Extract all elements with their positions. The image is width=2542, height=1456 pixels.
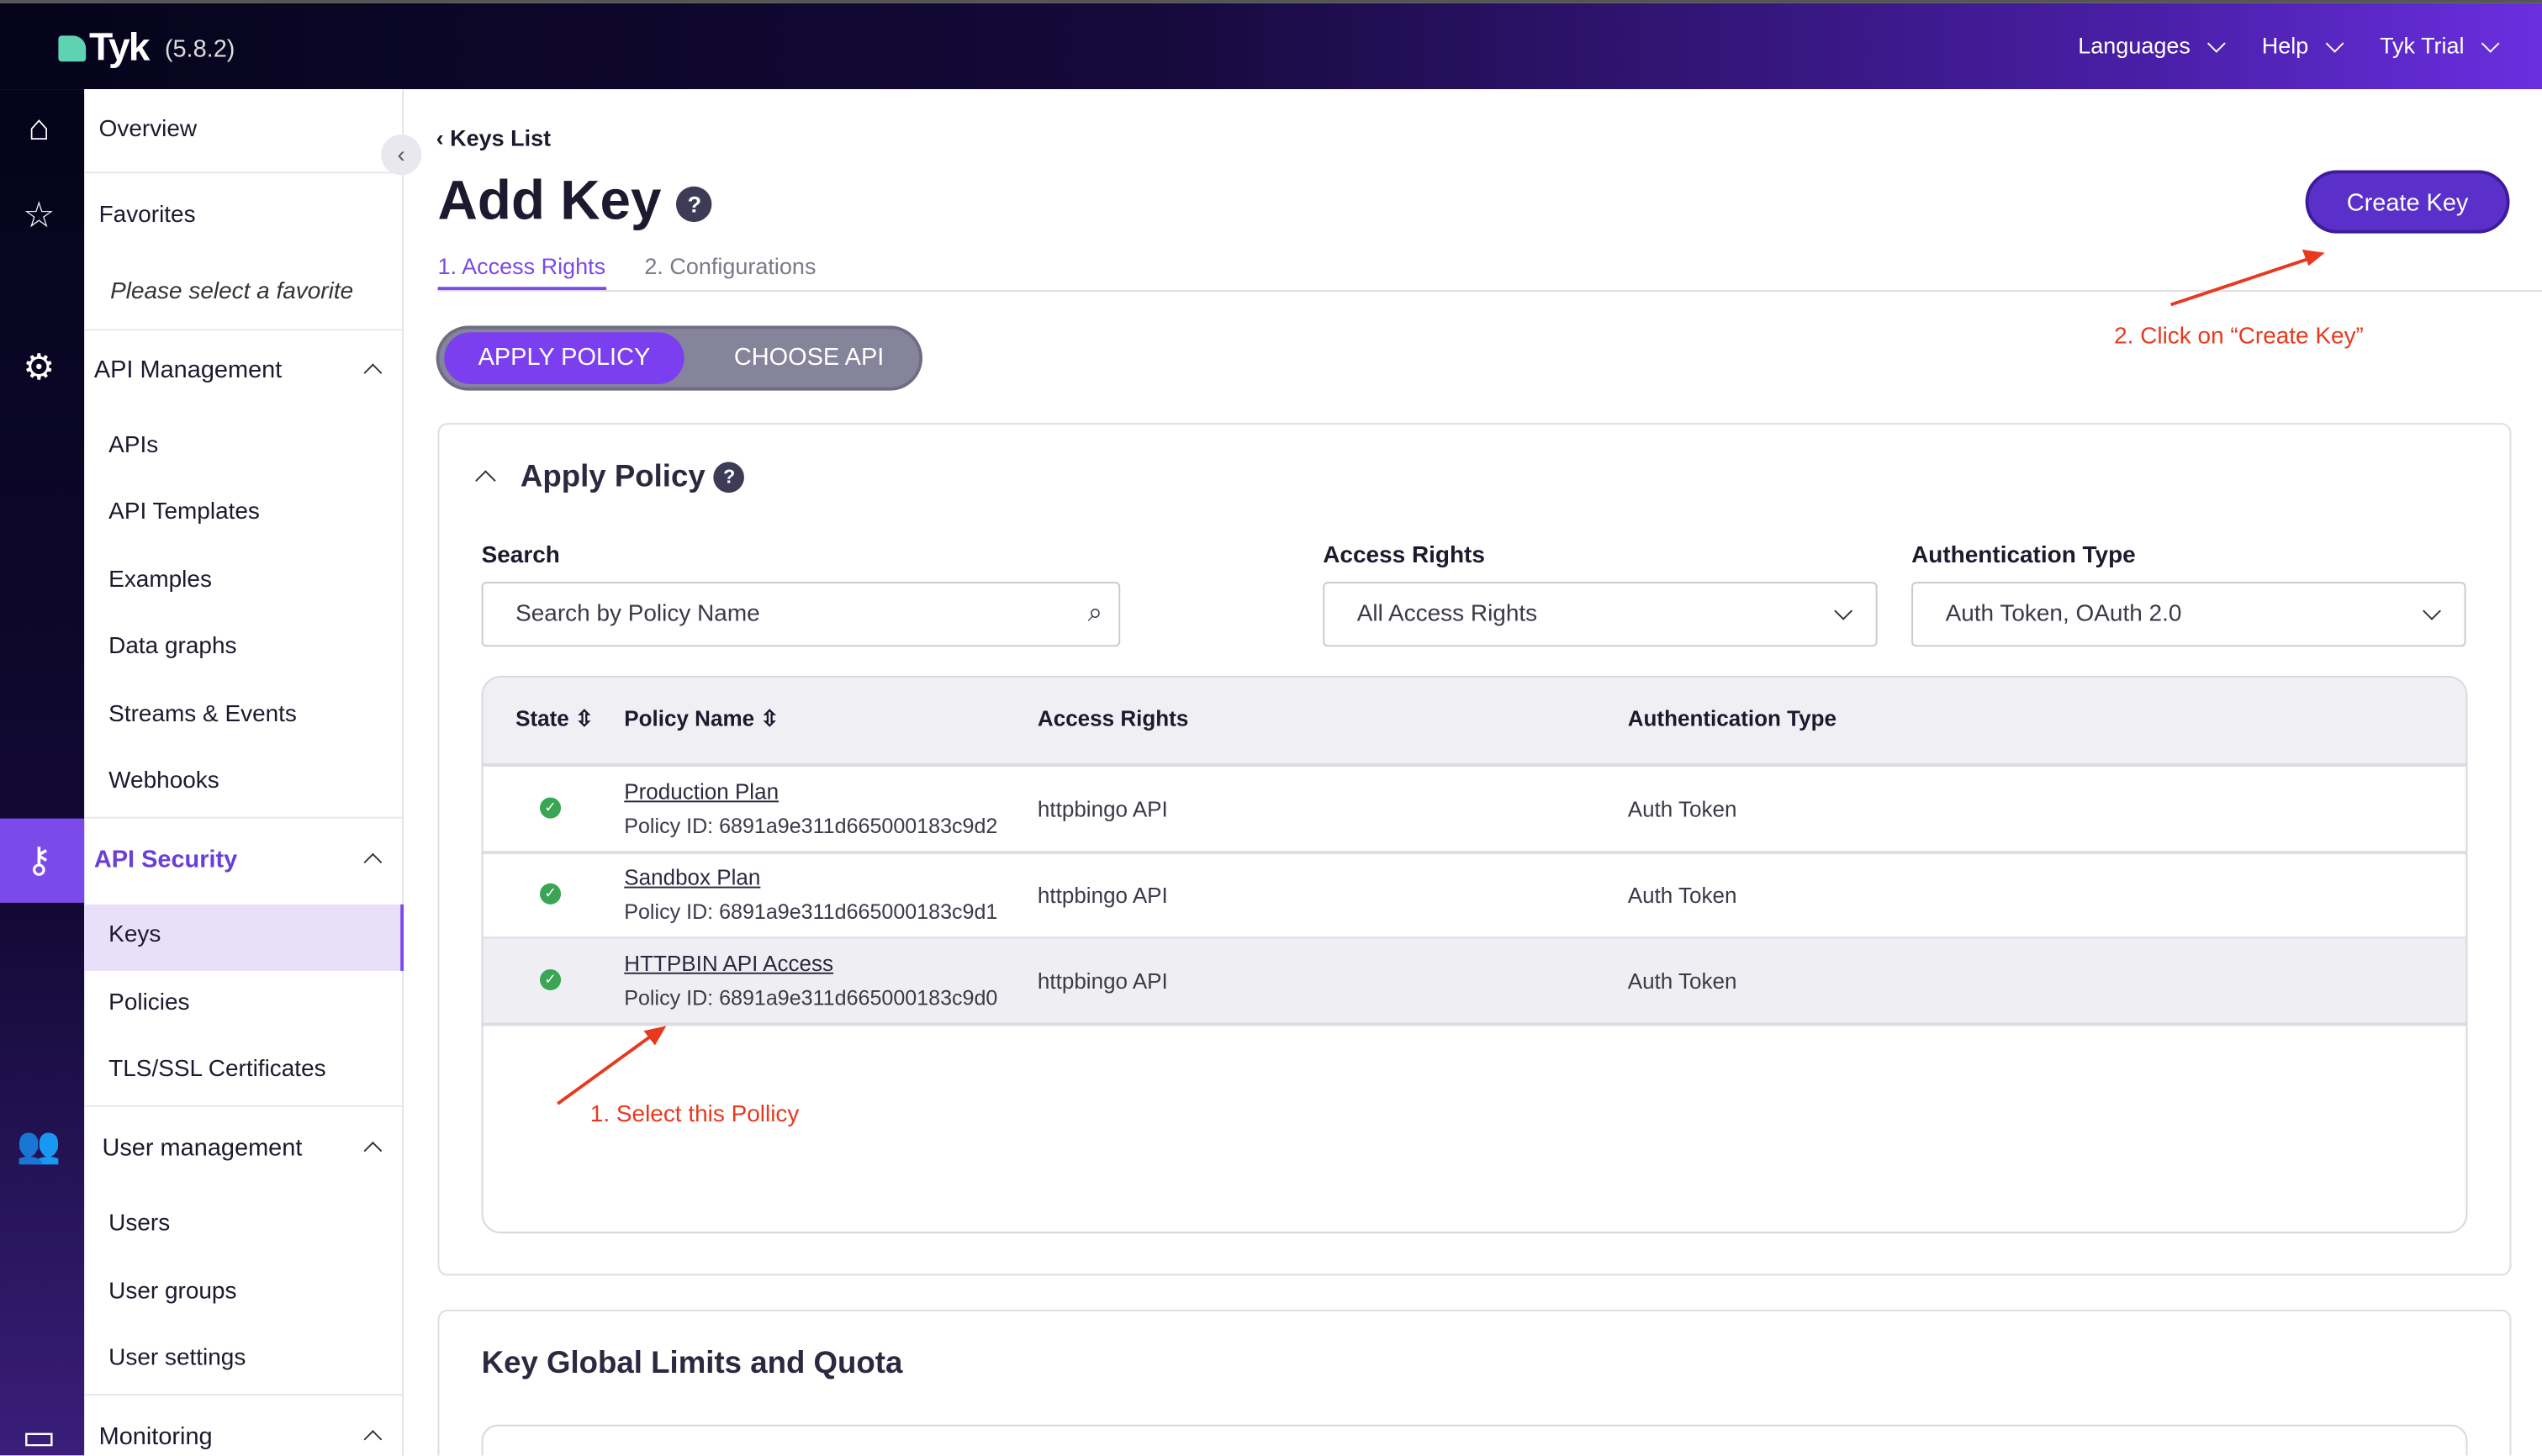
rail-active-highlight bbox=[0, 818, 85, 903]
page-title: Add Key ? bbox=[438, 170, 713, 233]
help-menu[interactable]: Help bbox=[2262, 33, 2344, 58]
sidebar-item-apis[interactable]: APIs bbox=[108, 432, 159, 459]
sidebar-item-webhooks[interactable]: Webhooks bbox=[108, 768, 219, 794]
search-icon: ⌕ bbox=[1087, 599, 1103, 628]
policy-name-link[interactable]: HTTPBIN API Access bbox=[624, 951, 834, 976]
check-circle-icon: ✓ bbox=[540, 968, 562, 991]
sidebar-item-api-templates[interactable]: API Templates bbox=[108, 499, 260, 525]
policies-table: State ⇳ Policy Name ⇳ Access Rights Auth… bbox=[481, 675, 2468, 1234]
check-circle-icon: ✓ bbox=[540, 883, 562, 905]
chevron-down-icon bbox=[2423, 601, 2441, 620]
access-rights-label: Access Rights bbox=[1323, 542, 1485, 569]
api-gear-icon[interactable]: ⚙ bbox=[23, 346, 55, 388]
col-policy-name[interactable]: Policy Name ⇳ bbox=[624, 706, 780, 731]
apply-policy-card: Apply Policy ? Search Search by Policy N… bbox=[437, 423, 2512, 1276]
sidebar-item-overview[interactable]: Overview bbox=[98, 116, 198, 143]
users-icon[interactable]: 👥 bbox=[16, 1125, 61, 1166]
sidebar-item-favorites[interactable]: Favorites bbox=[98, 203, 196, 229]
access-rights-select[interactable]: All Access Rights bbox=[1323, 582, 1878, 647]
tab-access-rights[interactable]: 1. Access Rights bbox=[437, 253, 606, 291]
sidebar-section-user-management[interactable]: User management bbox=[102, 1134, 303, 1163]
sidebar-section-api-security[interactable]: API Security bbox=[93, 846, 238, 874]
monitoring-icon[interactable]: ▭ bbox=[22, 1416, 56, 1456]
chevron-up-icon[interactable] bbox=[475, 470, 496, 491]
home-icon[interactable]: ⌂ bbox=[28, 107, 50, 148]
chevron-down-icon bbox=[2325, 34, 2344, 53]
sidebar-item-user-groups[interactable]: User groups bbox=[108, 1279, 237, 1306]
annotation-step-1: 1. Select this Pollicy bbox=[589, 1102, 800, 1128]
leaf-icon bbox=[58, 35, 87, 62]
key-limits-title: Key Global Limits and Quota bbox=[481, 1347, 903, 1381]
account-menu[interactable]: Tyk Trial bbox=[2380, 33, 2500, 58]
create-key-button[interactable]: Create Key bbox=[2305, 170, 2510, 234]
chevron-up-icon bbox=[363, 852, 383, 872]
check-circle-icon: ✓ bbox=[540, 797, 562, 819]
sidebar-item-keys-active bbox=[84, 904, 404, 971]
sidebar-section-monitoring[interactable]: Monitoring bbox=[98, 1422, 213, 1451]
version: (5.8.2) bbox=[164, 34, 235, 63]
breadcrumb-keys-list[interactable]: ‹ Keys List bbox=[436, 124, 552, 151]
sidebar-item-examples[interactable]: Examples bbox=[108, 567, 212, 593]
table-row[interactable]: ✓ Production Plan Policy ID: 6891a9e311d66… bbox=[483, 767, 2466, 855]
annotation-step-2: 2. Click on “Create Key” bbox=[2114, 324, 2364, 351]
apply-policy-title: Apply Policy ? bbox=[521, 461, 745, 496]
tyk-logo[interactable]: Tyk (5.8.2) bbox=[58, 26, 235, 71]
tab-configurations[interactable]: 2. Configurations bbox=[644, 252, 817, 279]
favorites-empty: Please select a favorite bbox=[110, 278, 354, 305]
chevron-down-icon bbox=[2207, 34, 2226, 53]
apply-policy-toggle[interactable]: APPLY POLICY bbox=[444, 332, 684, 384]
languages-menu[interactable]: Languages bbox=[2078, 33, 2226, 58]
sidebar-item-certificates[interactable]: TLS/SSL Certificates bbox=[108, 1057, 326, 1083]
chevron-up-icon bbox=[363, 363, 383, 382]
col-state[interactable]: State ⇳ bbox=[515, 706, 594, 731]
chevron-up-icon bbox=[363, 1141, 383, 1160]
col-auth-type: Authentication Type bbox=[1627, 706, 1836, 731]
top-bar: Tyk (5.8.2) Languages Help Tyk Trial bbox=[0, 0, 2542, 90]
annotation-arrow-1 bbox=[557, 1026, 667, 1105]
sidebar-item-data-graphs[interactable]: Data graphs bbox=[108, 633, 237, 660]
main-content: ‹ Keys List Add Key ? 1. Access Rights 2… bbox=[404, 89, 2542, 1456]
auth-type-select[interactable]: Auth Token, OAuth 2.0 bbox=[1911, 582, 2466, 647]
table-row[interactable]: ✓ Sandbox Plan Policy ID: 6891a9e311d66500… bbox=[483, 852, 2466, 941]
choose-api-toggle[interactable]: CHOOSE API bbox=[733, 343, 885, 372]
help-icon[interactable]: ? bbox=[713, 462, 745, 494]
auth-type-label: Authentication Type bbox=[1911, 542, 2136, 569]
policy-name-link[interactable]: Sandbox Plan bbox=[624, 865, 761, 890]
policy-name-link[interactable]: Production Plan bbox=[624, 779, 780, 804]
sidebar-section-api-management[interactable]: API Management bbox=[93, 356, 283, 384]
policy-api-toggle: APPLY POLICY CHOOSE API bbox=[436, 325, 923, 391]
collapse-sidebar-button[interactable]: ‹ bbox=[381, 135, 422, 176]
chevron-down-icon bbox=[2481, 34, 2500, 53]
sidebar-item-users[interactable]: Users bbox=[108, 1211, 171, 1237]
sidebar-item-user-settings[interactable]: User settings bbox=[108, 1345, 246, 1372]
icon-rail: ⌂ ☆ ⚙ ⚷ 👥 ▭ bbox=[0, 89, 85, 1456]
chevron-down-icon bbox=[1834, 601, 1853, 620]
help-icon[interactable]: ? bbox=[676, 186, 713, 223]
chevron-up-icon bbox=[363, 1430, 383, 1448]
sidebar-item-policies[interactable]: Policies bbox=[108, 990, 190, 1016]
annotation-arrow-2 bbox=[2169, 249, 2325, 307]
table-row[interactable]: ✓ HTTPBIN API Access Policy ID: 6891a9e311… bbox=[483, 938, 2466, 1026]
key-limits-card: Key Global Limits and Quota bbox=[437, 1309, 2512, 1456]
search-input[interactable]: Search by Policy Name ⌕ bbox=[481, 582, 1121, 647]
star-icon[interactable]: ☆ bbox=[23, 194, 55, 235]
sidebar-item-streams-events[interactable]: Streams & Events bbox=[108, 701, 297, 728]
sidebar-item-keys[interactable]: Keys bbox=[108, 922, 161, 948]
key-icon[interactable]: ⚷ bbox=[25, 839, 52, 880]
search-label: Search bbox=[481, 542, 560, 569]
sidebar: Overview Favorites Please select a favor… bbox=[84, 89, 404, 1456]
col-access-rights: Access Rights bbox=[1037, 706, 1189, 731]
